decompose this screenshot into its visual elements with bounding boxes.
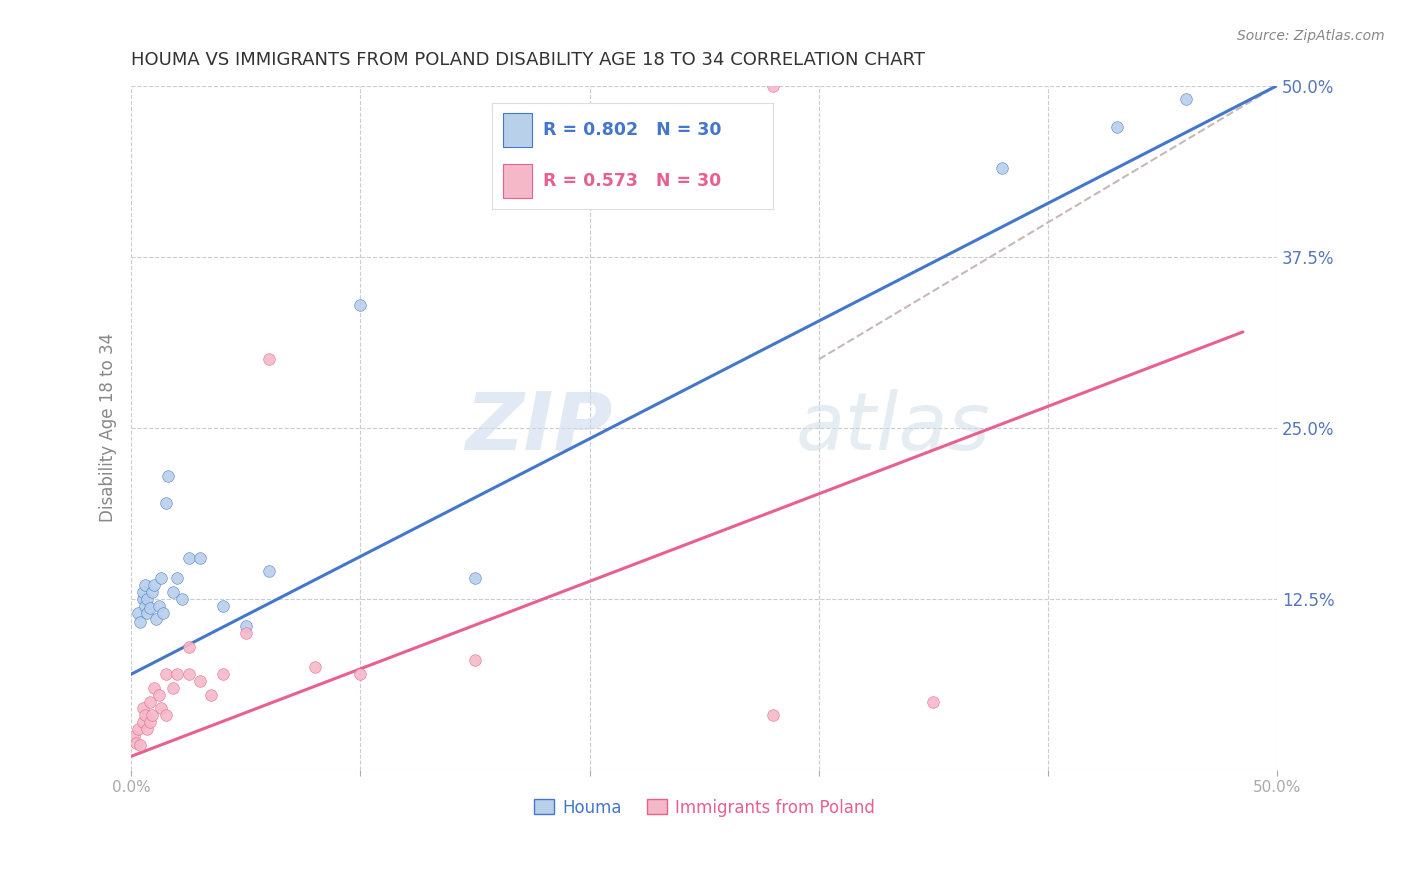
Point — [134, 578, 156, 592]
Point — [235, 619, 257, 633]
Point — [136, 722, 159, 736]
Point — [138, 601, 160, 615]
Point — [141, 585, 163, 599]
Point — [129, 615, 152, 629]
Point — [162, 681, 184, 695]
Text: ZIP: ZIP — [465, 389, 613, 467]
Point — [155, 667, 177, 681]
Point — [132, 585, 155, 599]
Point — [134, 599, 156, 613]
Point — [166, 667, 188, 681]
Point — [1174, 92, 1197, 106]
Point — [148, 688, 170, 702]
Point — [145, 612, 167, 626]
Point — [170, 591, 193, 606]
Point — [134, 708, 156, 723]
Point — [132, 715, 155, 730]
Point — [188, 550, 211, 565]
Point — [136, 591, 159, 606]
Point — [132, 591, 155, 606]
Point — [129, 739, 152, 753]
Point — [166, 571, 188, 585]
Point — [141, 708, 163, 723]
Point — [152, 606, 174, 620]
Point — [212, 667, 235, 681]
Point — [136, 606, 159, 620]
Point — [148, 599, 170, 613]
Point — [177, 550, 200, 565]
Point — [177, 667, 200, 681]
Point — [127, 722, 149, 736]
Point — [162, 585, 184, 599]
Point — [155, 708, 177, 723]
Point — [150, 701, 173, 715]
Text: HOUMA VS IMMIGRANTS FROM POLAND DISABILITY AGE 18 TO 34 CORRELATION CHART: HOUMA VS IMMIGRANTS FROM POLAND DISABILI… — [131, 51, 925, 69]
Point — [138, 715, 160, 730]
Point — [143, 578, 166, 592]
Point — [235, 626, 257, 640]
Point — [349, 667, 371, 681]
Text: Source: ZipAtlas.com: Source: ZipAtlas.com — [1237, 29, 1385, 43]
Point — [150, 571, 173, 585]
Point — [304, 660, 326, 674]
Point — [257, 352, 280, 367]
Point — [464, 571, 486, 585]
Point — [155, 496, 177, 510]
Point — [132, 701, 155, 715]
Point — [762, 78, 785, 93]
Point — [143, 681, 166, 695]
Legend: Houma, Immigrants from Poland: Houma, Immigrants from Poland — [527, 792, 882, 823]
Point — [188, 673, 211, 688]
Point — [464, 653, 486, 667]
Point — [138, 694, 160, 708]
Point — [349, 297, 371, 311]
Y-axis label: Disability Age 18 to 34: Disability Age 18 to 34 — [100, 334, 117, 523]
Text: atlas: atlas — [796, 389, 991, 467]
Point — [212, 599, 235, 613]
Point — [125, 736, 148, 750]
Point — [762, 708, 785, 723]
Point — [156, 468, 179, 483]
Point — [122, 729, 145, 743]
Point — [922, 694, 945, 708]
Point — [200, 688, 222, 702]
Point — [1105, 120, 1128, 134]
Point — [177, 640, 200, 654]
Point — [257, 565, 280, 579]
Point — [127, 606, 149, 620]
Point — [991, 161, 1014, 175]
